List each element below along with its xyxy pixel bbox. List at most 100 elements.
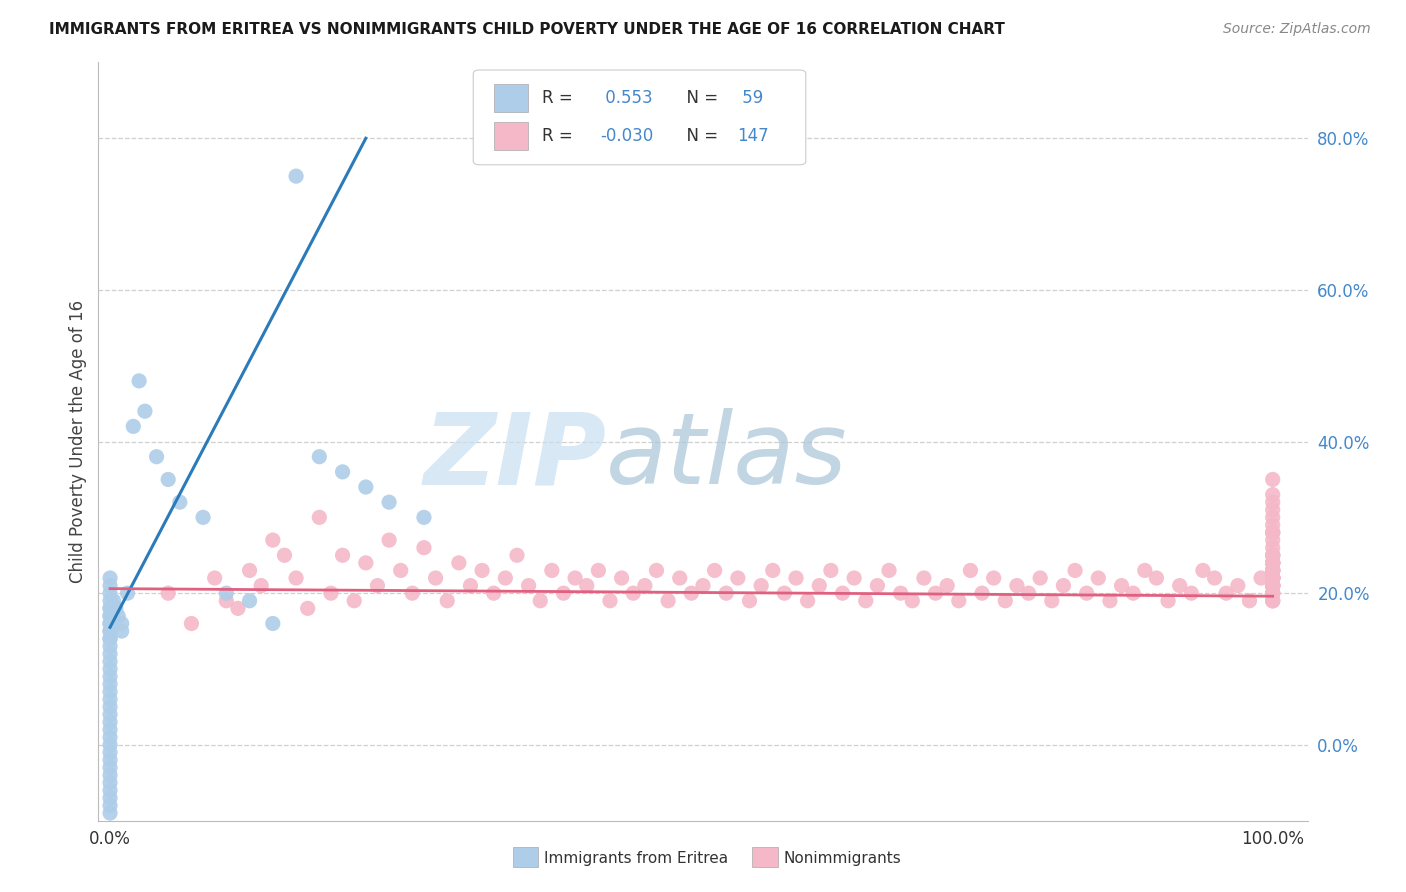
Point <box>98 609 121 624</box>
Point <box>1261 517 1284 532</box>
Point <box>98 594 121 608</box>
Point <box>354 480 377 494</box>
Point <box>250 579 273 593</box>
Point <box>621 586 644 600</box>
Point <box>1261 503 1284 517</box>
Point <box>1261 564 1284 578</box>
Point <box>111 624 134 639</box>
Point <box>104 601 127 615</box>
Point <box>98 806 121 821</box>
Bar <box>494 121 527 151</box>
Point <box>98 616 121 631</box>
Point <box>273 548 295 563</box>
Point <box>1261 564 1284 578</box>
Point <box>98 624 121 639</box>
Point <box>1144 571 1167 585</box>
Point <box>1261 548 1284 563</box>
Point <box>98 760 121 774</box>
Point <box>948 594 970 608</box>
Point <box>98 601 121 615</box>
Text: R =: R = <box>543 127 578 145</box>
Point <box>1226 579 1249 593</box>
Point <box>98 730 121 744</box>
Point <box>1261 579 1284 593</box>
Point <box>98 738 121 752</box>
Point <box>157 473 180 487</box>
Point <box>1029 571 1052 585</box>
Point <box>738 594 761 608</box>
Point <box>413 510 436 524</box>
Point <box>1261 564 1284 578</box>
Point <box>1250 571 1272 585</box>
Point <box>111 616 134 631</box>
Point <box>575 579 598 593</box>
Text: atlas: atlas <box>606 409 848 505</box>
Point <box>1261 525 1284 540</box>
Point <box>1180 586 1202 600</box>
Point <box>1204 571 1226 585</box>
Point <box>808 579 831 593</box>
Point <box>98 655 121 669</box>
Text: -0.030: -0.030 <box>600 127 654 145</box>
Point <box>319 586 342 600</box>
Point <box>401 586 423 600</box>
Point <box>98 753 121 767</box>
Point <box>1261 579 1284 593</box>
Point <box>657 594 679 608</box>
Point <box>215 586 238 600</box>
Point <box>297 601 319 615</box>
Point <box>610 571 633 585</box>
Point <box>681 586 703 600</box>
Point <box>157 586 180 600</box>
Text: R =: R = <box>543 89 578 107</box>
Point <box>1168 579 1191 593</box>
Point <box>773 586 796 600</box>
Point <box>634 579 657 593</box>
Point <box>1261 564 1284 578</box>
Text: 59: 59 <box>737 89 763 107</box>
Point <box>98 692 121 706</box>
Point <box>1122 586 1144 600</box>
Point <box>1098 594 1121 608</box>
Point <box>98 609 121 624</box>
Point <box>191 510 214 524</box>
Point <box>98 639 121 653</box>
Point <box>1261 579 1284 593</box>
Point <box>1261 579 1284 593</box>
Point <box>117 586 139 600</box>
Point <box>645 564 668 578</box>
Point <box>98 723 121 737</box>
Point <box>98 746 121 760</box>
Point <box>820 564 842 578</box>
Point <box>844 571 866 585</box>
Point <box>1064 564 1087 578</box>
Point <box>1040 594 1063 608</box>
Point <box>285 571 308 585</box>
Point <box>308 510 330 524</box>
Point <box>668 571 690 585</box>
Point <box>970 586 993 600</box>
Text: 147: 147 <box>737 127 769 145</box>
Point <box>1261 579 1284 593</box>
Point <box>1076 586 1098 600</box>
Point <box>1261 579 1284 593</box>
Point <box>1052 579 1074 593</box>
Point <box>517 579 540 593</box>
Point <box>145 450 167 464</box>
Point <box>994 594 1017 608</box>
Point <box>1261 571 1284 585</box>
Point <box>1261 487 1284 501</box>
Point <box>98 685 121 699</box>
Point <box>912 571 935 585</box>
Point <box>564 571 586 585</box>
Point <box>924 586 946 600</box>
Point <box>1192 564 1215 578</box>
Point <box>588 564 610 578</box>
Point <box>1261 594 1284 608</box>
Point <box>1261 556 1284 570</box>
Point <box>98 677 121 691</box>
Point <box>1261 525 1284 540</box>
Point <box>877 564 900 578</box>
Point <box>1261 533 1284 547</box>
Point <box>378 533 401 547</box>
